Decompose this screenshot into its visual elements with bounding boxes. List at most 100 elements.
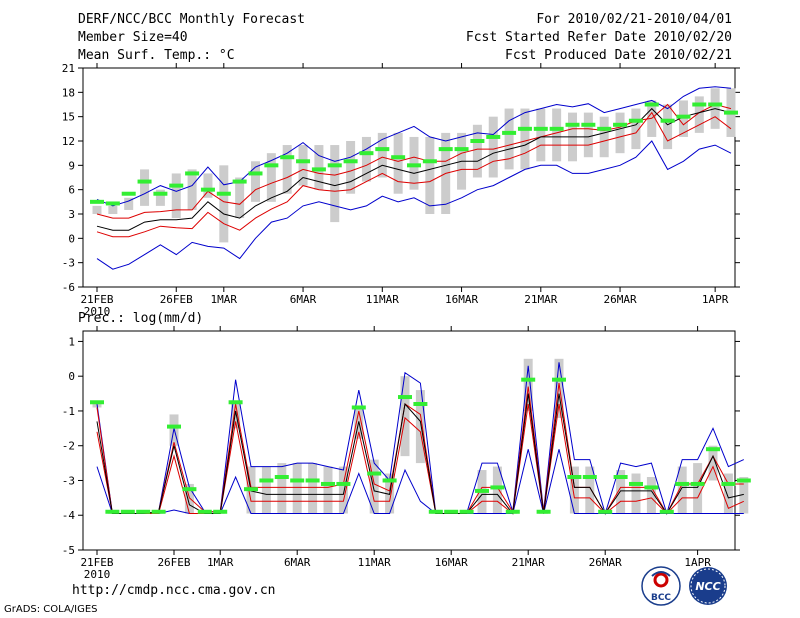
prec-spread-box (585, 466, 595, 514)
prec-obs-mark (151, 509, 166, 514)
temp-y-tick-label: 18 (62, 86, 75, 99)
agency-logos: BCC NCC (641, 566, 727, 606)
temp-obs-mark (597, 126, 612, 131)
source-url[interactable]: http://cmdp.ncc.cma.gov.cn (72, 583, 276, 598)
prec-y-tick-label: -5 (62, 544, 75, 557)
prec-spread-box (631, 473, 641, 514)
temp-x-year-label: 2010 (84, 305, 111, 318)
temp-lower-line (96, 111, 732, 238)
prec-spread-box (231, 400, 241, 429)
temp-mean-line (96, 107, 732, 231)
prec-obs-mark (644, 485, 659, 490)
temp-x-tick-label: 11MAR (366, 293, 399, 306)
temp-obs-mark (264, 163, 279, 168)
prec-spread-box (415, 390, 425, 464)
temp-x-tick-label: 26MAR (603, 293, 636, 306)
temp-spread-box (155, 189, 165, 206)
temp-y-tick-label: 0 (68, 232, 75, 245)
temp-spread-box (599, 116, 609, 158)
prec-obs-mark (105, 509, 120, 514)
temp-spread-box (472, 124, 482, 178)
temp-obs-mark (232, 179, 247, 184)
temp-spread-box (330, 145, 340, 223)
temp-spread-box (504, 108, 514, 170)
temp-obs-mark (438, 147, 453, 152)
prec-obs-mark (228, 400, 243, 405)
temperature-variable-label: Mean Surf. Temp.: °C (78, 48, 235, 63)
prec-x-tick-label: 16MAR (435, 556, 468, 569)
bcc-logo-text: BCC (651, 593, 671, 603)
prec-x-tick-label: 11MAR (358, 556, 391, 569)
temp-obs-mark (248, 171, 263, 176)
temp-spread-box (187, 169, 197, 210)
temp-min-line (96, 140, 732, 270)
prec-obs-mark (274, 475, 289, 479)
temp-obs-mark (422, 159, 437, 164)
prec-obs-mark (213, 509, 228, 514)
temp-obs-mark (581, 122, 596, 127)
prec-spread-box (369, 459, 379, 514)
temp-spread-box (536, 108, 546, 162)
prec-spread-box (308, 463, 318, 514)
temp-y-tick-label: 12 (62, 135, 75, 148)
temp-obs-mark (327, 163, 342, 168)
temp-y-tick-label: 21 (62, 62, 75, 75)
forecast-started-label: Fcst Started Refer Date 2010/02/20 (465, 30, 732, 45)
prec-y-tick-label: -3 (62, 474, 75, 487)
temp-obs-mark (549, 126, 564, 131)
prec-x-tick-label: 6MAR (284, 556, 311, 569)
temp-spread-box (108, 205, 118, 214)
prec-spread-box (554, 358, 564, 418)
prec-y-tick-label: 1 (68, 335, 75, 348)
prec-obs-mark (613, 475, 628, 479)
prec-obs-mark (90, 400, 104, 405)
temp-obs-mark (470, 139, 485, 143)
ncc-logo-text: NCC (695, 580, 720, 593)
ncc-logo: NCC (689, 567, 727, 605)
prec-obs-mark (244, 487, 258, 492)
prec-obs-mark (706, 447, 720, 452)
temp-plot-frame (82, 67, 736, 288)
temp-spread-box (361, 136, 371, 182)
prec-y-tick-label: -2 (62, 440, 75, 453)
prec-spread-box (708, 445, 718, 481)
prec-obs-mark (444, 509, 459, 514)
prec-obs-mark (736, 478, 751, 483)
temp-obs-mark (280, 155, 295, 160)
temp-spread-box (694, 96, 704, 133)
prec-spread-box (646, 477, 656, 514)
prec-obs-mark (582, 475, 597, 479)
temp-max-line (96, 86, 732, 207)
temp-spread-box (219, 165, 229, 243)
prec-spread-box (277, 463, 287, 514)
prec-obs-mark (182, 487, 197, 492)
prec-spread-box (323, 466, 333, 514)
temp-spread-box (171, 173, 181, 219)
temp-spread-box (346, 141, 356, 194)
temp-spread-box (678, 100, 688, 137)
prec-obs-mark (475, 488, 489, 493)
temp-obs-mark (311, 167, 326, 172)
temp-y-tick-label: 6 (68, 184, 75, 197)
temp-spread-box (552, 108, 562, 162)
prec-obs-mark (505, 509, 520, 514)
prec-obs-mark (690, 481, 705, 486)
temp-spread-box (377, 132, 387, 178)
temp-spread-box (282, 145, 292, 194)
temp-spread-box (520, 108, 530, 170)
prec-obs-mark (290, 478, 305, 483)
prec-spread-box (677, 466, 687, 514)
prec-plot-frame (82, 330, 736, 551)
temp-spread-box (266, 153, 276, 202)
temp-obs-mark (533, 126, 548, 131)
temp-obs-mark (90, 199, 104, 204)
prec-x-tick-label: 26FEB (157, 556, 190, 569)
prec-obs-mark (721, 481, 736, 486)
prec-obs-mark (659, 509, 674, 514)
temp-x-tick-label: 21FEB (80, 293, 113, 306)
temp-spread-box (615, 112, 625, 154)
prec-obs-mark (567, 475, 582, 479)
prec-obs-mark (629, 481, 643, 486)
bcc-logo: BCC (641, 566, 681, 606)
prec-obs-mark (382, 478, 397, 483)
